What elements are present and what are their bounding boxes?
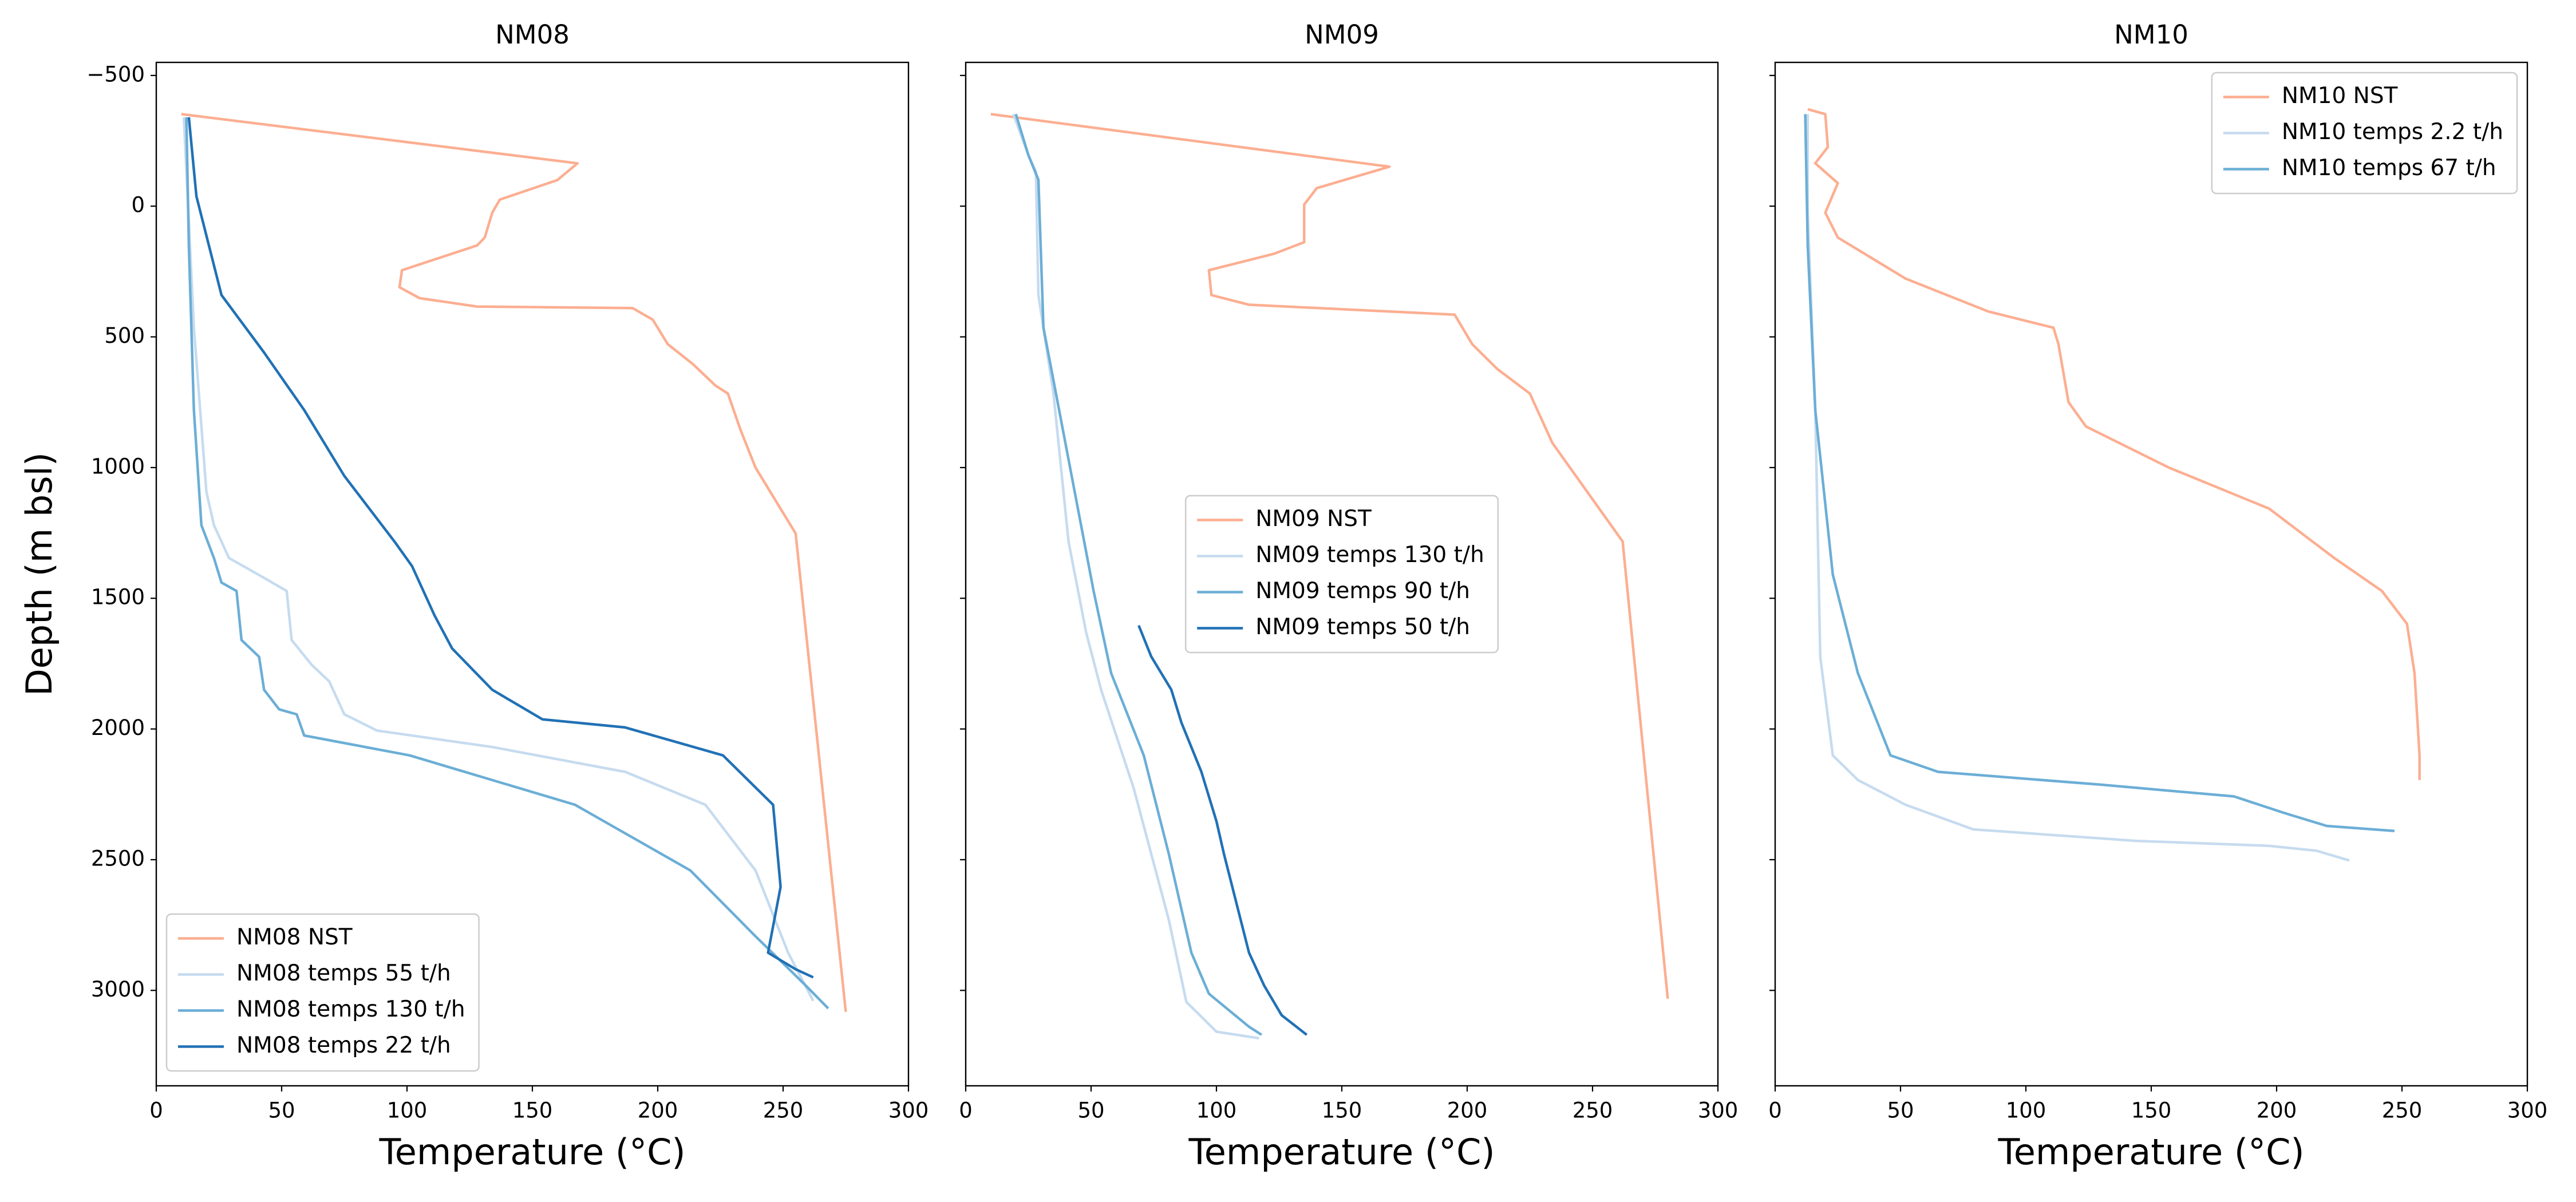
- legend-label: NM08 temps 55 t/h: [236, 960, 451, 986]
- x-tick-label: 250: [2382, 1098, 2423, 1123]
- data-line: [1137, 624, 1308, 1036]
- data-line: [187, 117, 814, 979]
- x-tick-label: 200: [1447, 1098, 1488, 1123]
- legend-label: NM10 NST: [2282, 83, 2398, 109]
- data-line: [182, 117, 815, 1002]
- y-tick-label: 1000: [91, 454, 145, 479]
- axes-frame: [1774, 61, 2528, 1087]
- x-tick-label: 250: [1573, 1098, 1613, 1123]
- legend-label: NM10 temps 67 t/h: [2282, 155, 2496, 181]
- legend-label: NM08 NST: [236, 924, 353, 950]
- legend-label: NM08 temps 22 t/h: [236, 1033, 451, 1058]
- legend-box: [165, 913, 480, 1072]
- legend-label: NM08 temps 130 t/h: [236, 997, 465, 1022]
- x-tick-label: 0: [959, 1098, 973, 1123]
- y-tick-label: 0: [131, 193, 145, 218]
- x-tick-label: 200: [2257, 1098, 2297, 1123]
- x-tick-label: 150: [512, 1098, 553, 1123]
- x-tick-label: 150: [1322, 1098, 1362, 1123]
- y-tick-label: 2000: [91, 715, 145, 740]
- data-line: [1804, 114, 2395, 832]
- panel: 0 50 100 150 200 250 300 NM09 Temperature (°C) NM…: [959, 19, 1738, 1173]
- x-axis-label: Temperature (°C): [1188, 1131, 1495, 1173]
- x-tick-label: 100: [2006, 1098, 2046, 1123]
- x-axis-label: Temperature (°C): [1997, 1131, 2304, 1173]
- x-tick-label: 250: [763, 1098, 804, 1123]
- x-tick-label: 50: [268, 1098, 295, 1123]
- panel: 0 50 100 150 200 250 300 NM10 Temperature (°C) NM…: [1768, 19, 2547, 1173]
- legend: NM09 NST NM09 temps 130 t/h NM09 temps 90 …: [1184, 495, 1499, 654]
- y-tick-label: 2500: [91, 846, 145, 871]
- legend-label: NM09 temps 130 t/h: [1255, 542, 1484, 568]
- data-line: [990, 113, 1669, 999]
- y-tick-label: 1500: [91, 585, 145, 610]
- legend-label: NM10 temps 2.2 t/h: [2282, 119, 2503, 145]
- x-tick-label: 300: [888, 1098, 929, 1123]
- legend: NM08 NST NM08 temps 55 t/h NM08 temps 130 …: [165, 913, 480, 1072]
- panel-title: NM08: [495, 19, 570, 50]
- x-tick-label: 200: [638, 1098, 678, 1123]
- legend-box: [1184, 495, 1499, 654]
- x-tick-label: 0: [1768, 1098, 1782, 1123]
- legend: NM10 NST NM10 temps 2.2 t/h NM10 temps 67 …: [2211, 72, 2518, 195]
- data-line: [181, 113, 847, 1013]
- legend-label: NM09 NST: [1255, 506, 1372, 532]
- x-tick-label: 300: [2507, 1098, 2548, 1123]
- panel-title: NM10: [2114, 19, 2188, 50]
- x-tick-label: 150: [2131, 1098, 2172, 1123]
- legend-label: NM09 temps 50 t/h: [1255, 614, 1470, 640]
- x-tick-label: 100: [1196, 1098, 1237, 1123]
- data-line: [1014, 113, 1263, 1036]
- x-tick-label: 0: [149, 1098, 163, 1123]
- panel-title: NM09: [1305, 19, 1379, 50]
- legend-box: [2211, 72, 2518, 195]
- y-tick-label: −500: [86, 62, 145, 86]
- x-tick-label: 50: [1077, 1098, 1104, 1123]
- data-line: [185, 117, 829, 1010]
- x-axis-label: Temperature (°C): [378, 1131, 685, 1173]
- y-tick-label: 500: [104, 323, 145, 348]
- x-tick-label: 50: [1887, 1098, 1914, 1123]
- panel: 0 50 100 150 200 250 300 −500 0 500 1000 1500 2000 25…: [18, 19, 929, 1173]
- legend-label: NM09 temps 90 t/h: [1255, 578, 1470, 604]
- x-tick-label: 300: [1698, 1098, 1739, 1123]
- data-line: [1807, 108, 2421, 780]
- x-tick-label: 100: [387, 1098, 428, 1123]
- y-axis-label: Depth (m bsl): [18, 452, 60, 696]
- y-tick-label: 3000: [91, 977, 145, 1002]
